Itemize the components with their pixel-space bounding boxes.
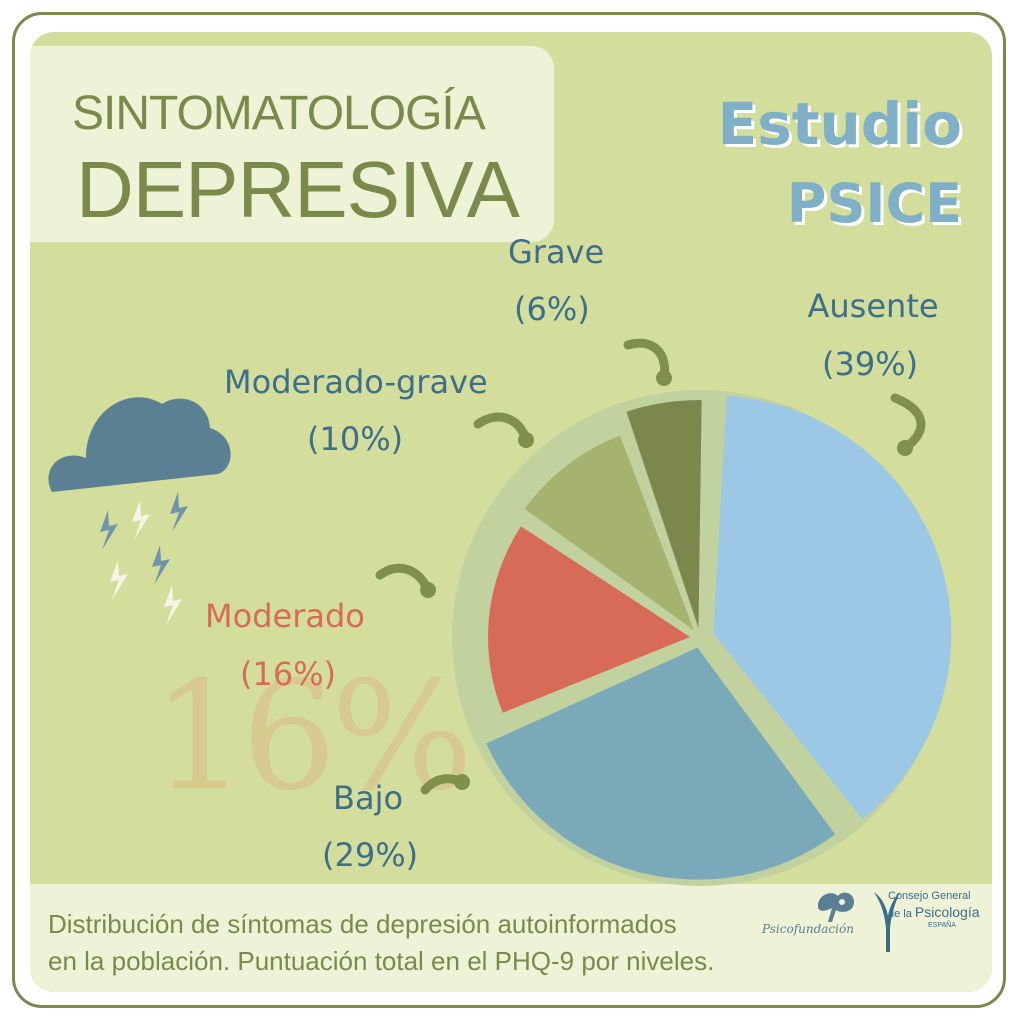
infographic-panel: SINTOMATOLOGÍA DEPRESIVA Estudio PSICE 1… (30, 32, 992, 992)
value-moderado-grave: (10%) (307, 420, 404, 458)
arrow-head-4 (656, 370, 672, 386)
pie-slice-bajo (486, 647, 836, 880)
title-box: SINTOMATOLOGÍA DEPRESIVA (30, 46, 554, 242)
label-arrows (375, 338, 926, 795)
psicofundacion-logo-icon (818, 892, 854, 922)
lightning-bolt-icon (100, 510, 118, 550)
arrow-head-1 (454, 774, 470, 790)
arrow-head-2 (420, 582, 436, 598)
value-ausente: (39%) (822, 345, 919, 383)
value-grave: (6%) (514, 290, 590, 328)
lightning-bolt-icon (152, 545, 170, 585)
psicofundacion-logo-text: Psicofundación (762, 922, 854, 936)
label-ausente: Ausente (807, 287, 939, 325)
highlight-percentage: 16% (152, 650, 473, 824)
pie-group (452, 390, 952, 886)
pie-slice-moderado-grave (524, 435, 694, 631)
lightning-bolt-icon (132, 500, 150, 540)
arrow-head-0 (897, 440, 913, 456)
pie-slice-grave (626, 400, 702, 629)
cgp-line-2-prefix: de la (888, 907, 915, 920)
label-grave: Grave (508, 233, 605, 271)
brand-line-2: PSICE (786, 172, 962, 235)
caption-line-1: Distribución de síntomas de depresión au… (48, 909, 677, 939)
lightning-bolt-icon (170, 492, 188, 532)
title-line-2: DEPRESIVA (76, 145, 520, 234)
arrow-0 (890, 393, 926, 453)
brand-line-1: Estudio (717, 90, 962, 158)
storm-cloud-icon (48, 397, 231, 625)
cgp-line-3: ESPAÑA (928, 921, 956, 929)
label-moderado: Moderado (205, 597, 365, 635)
cgp-line-1: Consejo General (888, 890, 971, 902)
caption-line-2: en la población. Puntuación total en el … (48, 945, 715, 976)
value-bajo: (29%) (322, 836, 419, 874)
cgp-logo-text: Consejo General de la Psicología ESPAÑA (888, 890, 980, 930)
lightning-bolt-icon (164, 585, 182, 625)
title-line-1: SINTOMATOLOGÍA (72, 87, 486, 140)
caption: Distribución de síntomas de depresión au… (48, 906, 714, 980)
pie-slice-ausente (713, 396, 952, 820)
label-moderado-grave: Moderado-grave (224, 363, 488, 401)
cgp-line-2-big: Psicología (914, 903, 980, 920)
cloud-shape (48, 397, 231, 492)
value-moderado: (16%) (240, 655, 337, 693)
arrow-head-3 (518, 432, 534, 448)
pie-slice-moderado (488, 526, 691, 713)
lightning-bolt-icon (110, 560, 128, 600)
cgp-logo-icon (874, 892, 900, 952)
label-bajo: Bajo (333, 779, 404, 817)
